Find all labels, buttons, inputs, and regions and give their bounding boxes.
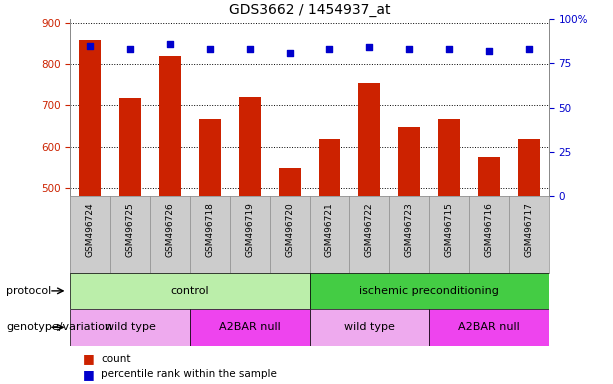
Bar <box>438 119 460 196</box>
Bar <box>120 98 141 196</box>
Point <box>245 46 255 52</box>
Bar <box>359 83 380 196</box>
Text: GSM496720: GSM496720 <box>285 202 294 257</box>
Text: ■: ■ <box>83 353 94 366</box>
Bar <box>398 127 420 196</box>
Point <box>405 46 414 52</box>
Point <box>484 48 494 54</box>
Text: GSM496726: GSM496726 <box>166 202 175 257</box>
Text: percentile rank within the sample: percentile rank within the sample <box>101 369 277 379</box>
Text: GSM496718: GSM496718 <box>205 202 215 257</box>
Point <box>325 46 335 52</box>
Text: GSM496719: GSM496719 <box>245 202 254 257</box>
Bar <box>80 40 101 196</box>
Text: count: count <box>101 354 131 364</box>
Title: GDS3662 / 1454937_at: GDS3662 / 1454937_at <box>229 3 390 17</box>
Text: GSM496721: GSM496721 <box>325 202 334 257</box>
Point <box>444 46 454 52</box>
Text: GSM496725: GSM496725 <box>126 202 135 257</box>
Text: A2BAR null: A2BAR null <box>219 322 281 333</box>
Bar <box>429 309 549 346</box>
Point <box>86 43 96 49</box>
Point <box>166 41 175 47</box>
Bar <box>159 56 181 196</box>
Text: GSM496717: GSM496717 <box>524 202 533 257</box>
Text: GSM496724: GSM496724 <box>86 202 95 257</box>
Text: A2BAR null: A2BAR null <box>458 322 520 333</box>
Text: GSM496715: GSM496715 <box>444 202 454 257</box>
Bar <box>310 273 549 309</box>
Point <box>524 46 533 52</box>
Text: wild type: wild type <box>344 322 395 333</box>
Bar <box>478 157 500 196</box>
Bar <box>70 273 310 309</box>
Bar <box>319 139 340 196</box>
Text: control: control <box>170 286 210 296</box>
Point <box>284 50 294 56</box>
Point <box>125 46 135 52</box>
Text: wild type: wild type <box>105 322 156 333</box>
Text: protocol: protocol <box>6 286 51 296</box>
Text: genotype/variation: genotype/variation <box>6 322 112 333</box>
Bar <box>70 309 190 346</box>
Text: ■: ■ <box>83 368 94 381</box>
Bar <box>239 97 261 196</box>
Point <box>364 45 374 51</box>
Text: GSM496723: GSM496723 <box>405 202 414 257</box>
Bar <box>518 139 539 196</box>
Text: ischemic preconditioning: ischemic preconditioning <box>359 286 499 296</box>
Bar <box>310 309 429 346</box>
Text: GSM496722: GSM496722 <box>365 202 374 257</box>
Bar <box>190 309 310 346</box>
Bar <box>199 119 221 196</box>
Bar <box>279 168 300 196</box>
Point <box>205 46 215 52</box>
Text: GSM496716: GSM496716 <box>484 202 493 257</box>
